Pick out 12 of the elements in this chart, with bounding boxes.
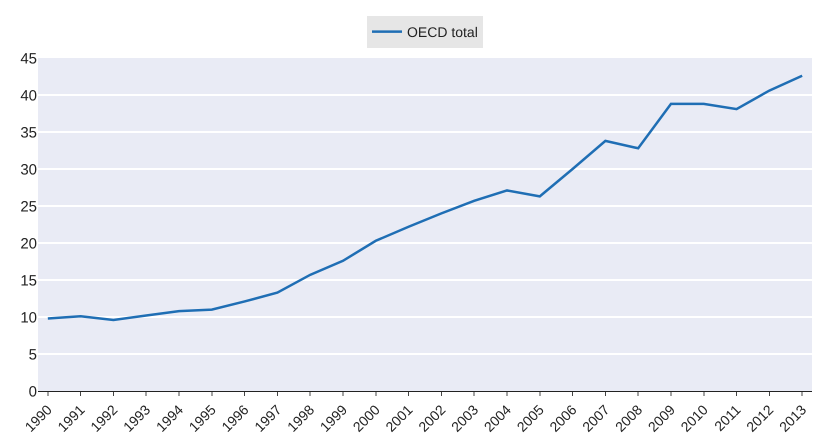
y-tick-label: 30	[20, 161, 37, 178]
y-tick-label: 40	[20, 87, 37, 104]
y-tick-label: 20	[20, 235, 37, 252]
y-tick-label: 45	[20, 50, 37, 68]
y-tick-label: 25	[20, 198, 37, 216]
y-tick-label: 10	[20, 309, 37, 326]
y-tick-label: 35	[20, 124, 37, 142]
y-tick-label: 5	[28, 346, 37, 364]
y-tick-label: 0	[28, 383, 37, 400]
line-series	[46, 74, 804, 322]
y-tick-label: 15	[20, 272, 37, 290]
legend-label: OECD total	[407, 24, 478, 40]
